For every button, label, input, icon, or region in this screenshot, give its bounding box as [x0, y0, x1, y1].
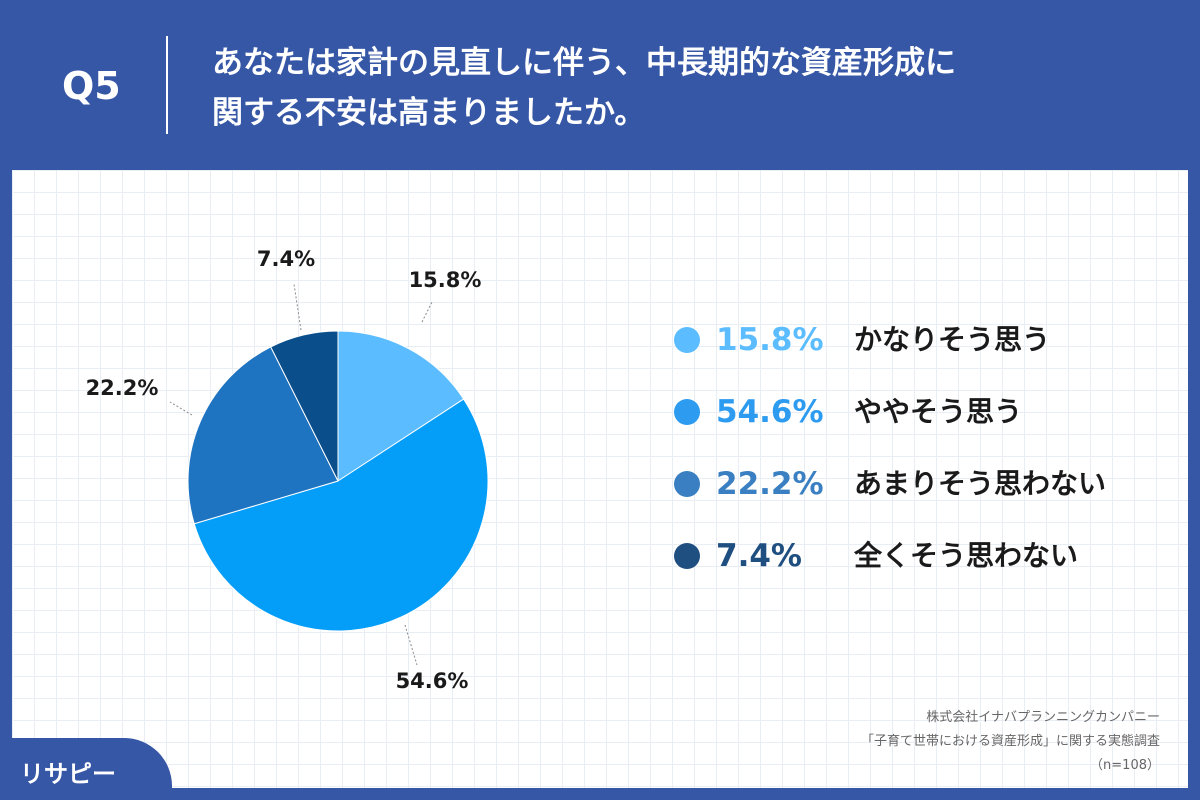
pie-chart: 15.8% 54.6% 22.2% 7.4% [86, 247, 489, 693]
pie-slice-2 [187, 346, 339, 525]
data-label-1: 54.6% [396, 669, 469, 693]
legend-label-0: かなりそう思う [854, 323, 1051, 356]
leader-line-2 [169, 401, 193, 416]
logo: リサピー [0, 738, 172, 800]
data-label-3: 7.4% [257, 247, 315, 271]
leader-line-1 [404, 624, 418, 666]
pie-slice-3 [270, 330, 339, 482]
header: Q5 あなたは家計の見直しに伴う、中長期的な資産形成に 関する不安は高まりました… [0, 0, 1200, 170]
question-title: あなたは家計の見直しに伴う、中長期的な資産形成に 関する不安は高まりましたか。 [212, 38, 1172, 138]
pie-slice-0 [337, 330, 465, 482]
data-label-0: 15.8% [409, 268, 482, 292]
leader-line-0 [421, 301, 433, 323]
question-number: Q5 [62, 64, 121, 108]
legend-label-3: 全くそう思わない [854, 539, 1079, 572]
source-company: 株式会社イナバプランニングカンパニー [926, 710, 1160, 725]
leader-line-3 [293, 283, 302, 331]
logo-text: リサピー [20, 760, 116, 788]
source-survey: 「子育て世帯における資産形成」に関する実態調査 [860, 734, 1160, 749]
legend-pct-3: 7.4% [716, 538, 802, 574]
legend-label-2: あまりそう思わない [854, 467, 1107, 500]
pie-slice-1 [193, 398, 489, 632]
legend-dot-3 [674, 543, 700, 569]
legend-pct-1: 54.6% [716, 394, 824, 430]
source-sample: （n=108） [1090, 758, 1160, 773]
source-note: 株式会社イナバプランニングカンパニー 「子育て世帯における資産形成」に関する実態… [861, 706, 1160, 778]
legend-label-1: ややそう思う [854, 395, 1023, 428]
legend-dot-2 [674, 471, 700, 497]
legend-pct-2: 22.2% [716, 466, 824, 502]
title-line-2: 関する不安は高まりましたか。 [212, 95, 646, 131]
legend-dot-0 [674, 327, 700, 353]
title-line-1: あなたは家計の見直しに伴う、中長期的な資産形成に [212, 45, 956, 81]
legend-pct-0: 15.8% [716, 322, 824, 358]
legend-dot-1 [674, 399, 700, 425]
chart-panel: 15.8% 54.6% 22.2% 7.4% 15.8% かなりそう思う 54.6% … [12, 170, 1188, 788]
data-label-2: 22.2% [86, 376, 159, 400]
header-divider [166, 36, 168, 134]
